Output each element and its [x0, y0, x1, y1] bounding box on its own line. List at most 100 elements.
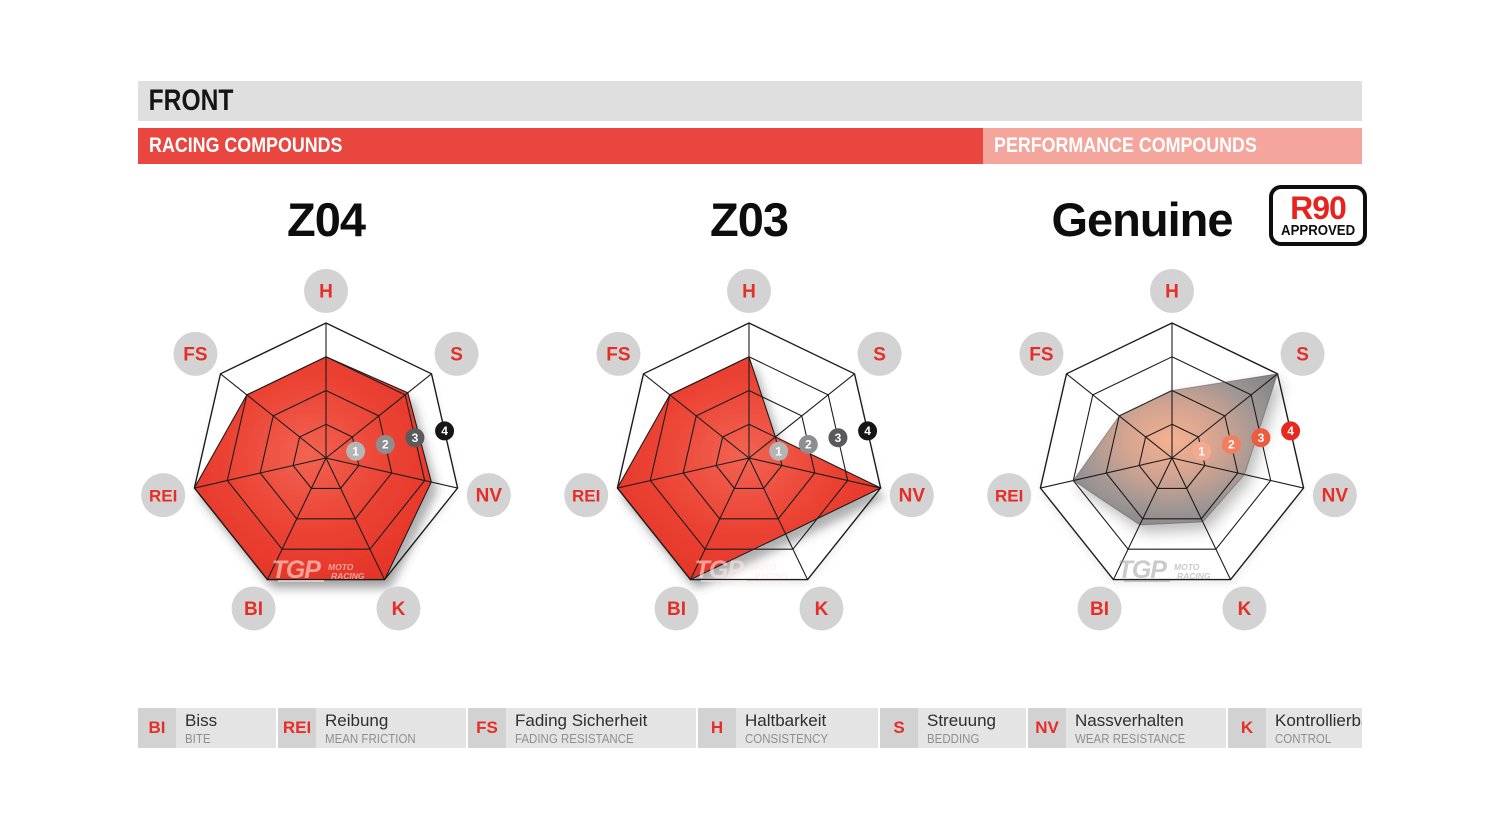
watermark-racing: RACING — [331, 571, 365, 581]
axis-label-circle-rei — [987, 473, 1032, 518]
axis-spoke-rei — [1040, 457, 1173, 489]
watermark-brand: TGP — [1118, 556, 1168, 584]
legend-item-rei: REI Reibung MEAN FRICTION — [278, 708, 466, 748]
scale-marker-label: 1 — [1198, 444, 1205, 458]
axis-label-circle-rei — [141, 473, 186, 518]
chart-title-z03: Z03 — [710, 193, 789, 246]
axis-label-circle-bi — [231, 586, 276, 631]
scale-marker-2 — [798, 434, 818, 454]
scale-marker-label: 2 — [1228, 438, 1235, 452]
axis-label-circle-nv — [466, 473, 511, 518]
scale-marker-3 — [828, 428, 848, 448]
axis-spoke-fs — [1066, 373, 1173, 459]
axis-spoke-bi — [266, 457, 327, 580]
scale-marker-label: 4 — [441, 424, 448, 438]
axis-label-fs: FS — [1029, 344, 1053, 365]
axis-spoke-fs — [643, 373, 750, 459]
axis-spoke-rei — [617, 457, 750, 489]
radar-data-polygon — [617, 356, 881, 580]
axis-spoke-fs — [220, 373, 327, 459]
legend-abbr: BI — [138, 708, 176, 748]
axis-label-fs: FS — [606, 344, 630, 365]
legend-terms: Haltbarkeit CONSISTENCY — [736, 708, 878, 748]
chart-title-genuine: Genuine — [1051, 193, 1233, 246]
axis-label-circle-s — [857, 331, 902, 376]
racing-compounds-bar: RACING COMPOUNDS — [138, 128, 983, 164]
axis-label-circle-fs — [596, 331, 641, 376]
axis-label-nv: NV — [899, 486, 926, 507]
axis-label-h: H — [742, 282, 756, 303]
axis-label-rei: REI — [149, 487, 177, 506]
legend-term-de: Biss — [185, 711, 218, 730]
legend-abbr: S — [880, 708, 918, 748]
axis-label-k: K — [392, 599, 406, 620]
legend-terms: Biss BITE — [176, 708, 276, 748]
axis-label-circle-h — [1150, 269, 1194, 313]
front-header-bar: FRONT — [138, 81, 1362, 121]
grid-ring-3 — [226, 356, 426, 550]
grid-ring-4 — [1039, 322, 1305, 581]
legend-abbr: H — [698, 708, 736, 748]
r90-badge-approved-text: APPROVED — [1280, 222, 1356, 239]
scale-marker-label: 3 — [412, 431, 419, 445]
grid-ring-2 — [1105, 389, 1239, 520]
legend-term-de: Streuung — [927, 711, 996, 730]
axis-label-circle-bi — [1077, 586, 1122, 631]
axis-label-circle-fs — [1019, 331, 1064, 376]
watermark-racing: RACING — [1177, 571, 1211, 581]
scale-marker-4 — [1281, 421, 1301, 441]
grid-ring-2 — [682, 389, 816, 520]
scale-marker-label: 4 — [864, 424, 871, 438]
grid-ring-4 — [616, 322, 882, 581]
grid-ring-1 — [715, 423, 783, 489]
legend-term-de: Nassverhalten — [1075, 711, 1184, 730]
grid-ring-1 — [292, 423, 360, 489]
axis-spoke-s — [325, 373, 432, 459]
axis-label-circle-k — [1222, 586, 1267, 631]
radar-data-outline — [616, 356, 882, 581]
scale-marker-label: 1 — [775, 444, 782, 458]
legend-bar: BI Biss BITE REI Reibung MEAN FRICTION FS Fadin… — [0, 708, 1500, 748]
legend-term-en: BITE — [185, 732, 211, 746]
axis-label-h: H — [319, 282, 333, 303]
legend-item-fs: FS Fading Sicherheit FADING RESISTANCE — [468, 708, 696, 748]
axis-label-circle-bi — [654, 586, 699, 631]
radar-data-outline — [193, 356, 432, 581]
axis-label-circle-nv — [1312, 473, 1357, 518]
axis-label-circle-k — [376, 586, 421, 631]
axis-label-circle-s — [434, 331, 479, 376]
watermark-moto: MOTO — [1174, 562, 1200, 572]
chart-title-z04: Z04 — [287, 193, 366, 246]
axis-label-bi: BI — [1090, 599, 1109, 620]
axis-spoke-k — [325, 457, 386, 580]
axis-label-circle-h — [304, 269, 348, 313]
r90-badge-code: R90 — [1290, 190, 1347, 226]
axis-label-fs: FS — [183, 344, 207, 365]
axis-label-s: S — [450, 344, 463, 365]
axis-spoke-nv — [748, 457, 881, 489]
legend-term-de: Fading Sicherheit — [515, 711, 648, 730]
axis-spoke-s — [748, 373, 855, 459]
axis-label-nv: NV — [1322, 486, 1349, 507]
legend-term-de: Haltbarkeit — [745, 711, 827, 730]
legend-abbr: K — [1228, 708, 1266, 748]
legend-terms: Streuung BEDDING — [918, 708, 1026, 748]
legend-terms: Kontrollierbarkeit CONTROL — [1266, 708, 1362, 748]
axis-label-bi: BI — [244, 599, 263, 620]
performance-compounds-label: PERFORMANCE COMPOUNDS — [994, 134, 1257, 157]
legend-term-en: WEAR RESISTANCE — [1075, 732, 1186, 746]
axis-label-circle-fs — [173, 331, 218, 376]
axis-label-rei: REI — [995, 487, 1023, 506]
scale-marker-label: 3 — [1258, 431, 1265, 445]
axis-label-circle-rei — [564, 473, 609, 518]
axis-label-bi: BI — [667, 599, 686, 620]
scale-marker-label: 2 — [805, 438, 812, 452]
axis-label-s: S — [873, 344, 886, 365]
scale-marker-1 — [769, 441, 789, 461]
legend-abbr: FS — [468, 708, 506, 748]
axis-spoke-bi — [1112, 457, 1173, 580]
